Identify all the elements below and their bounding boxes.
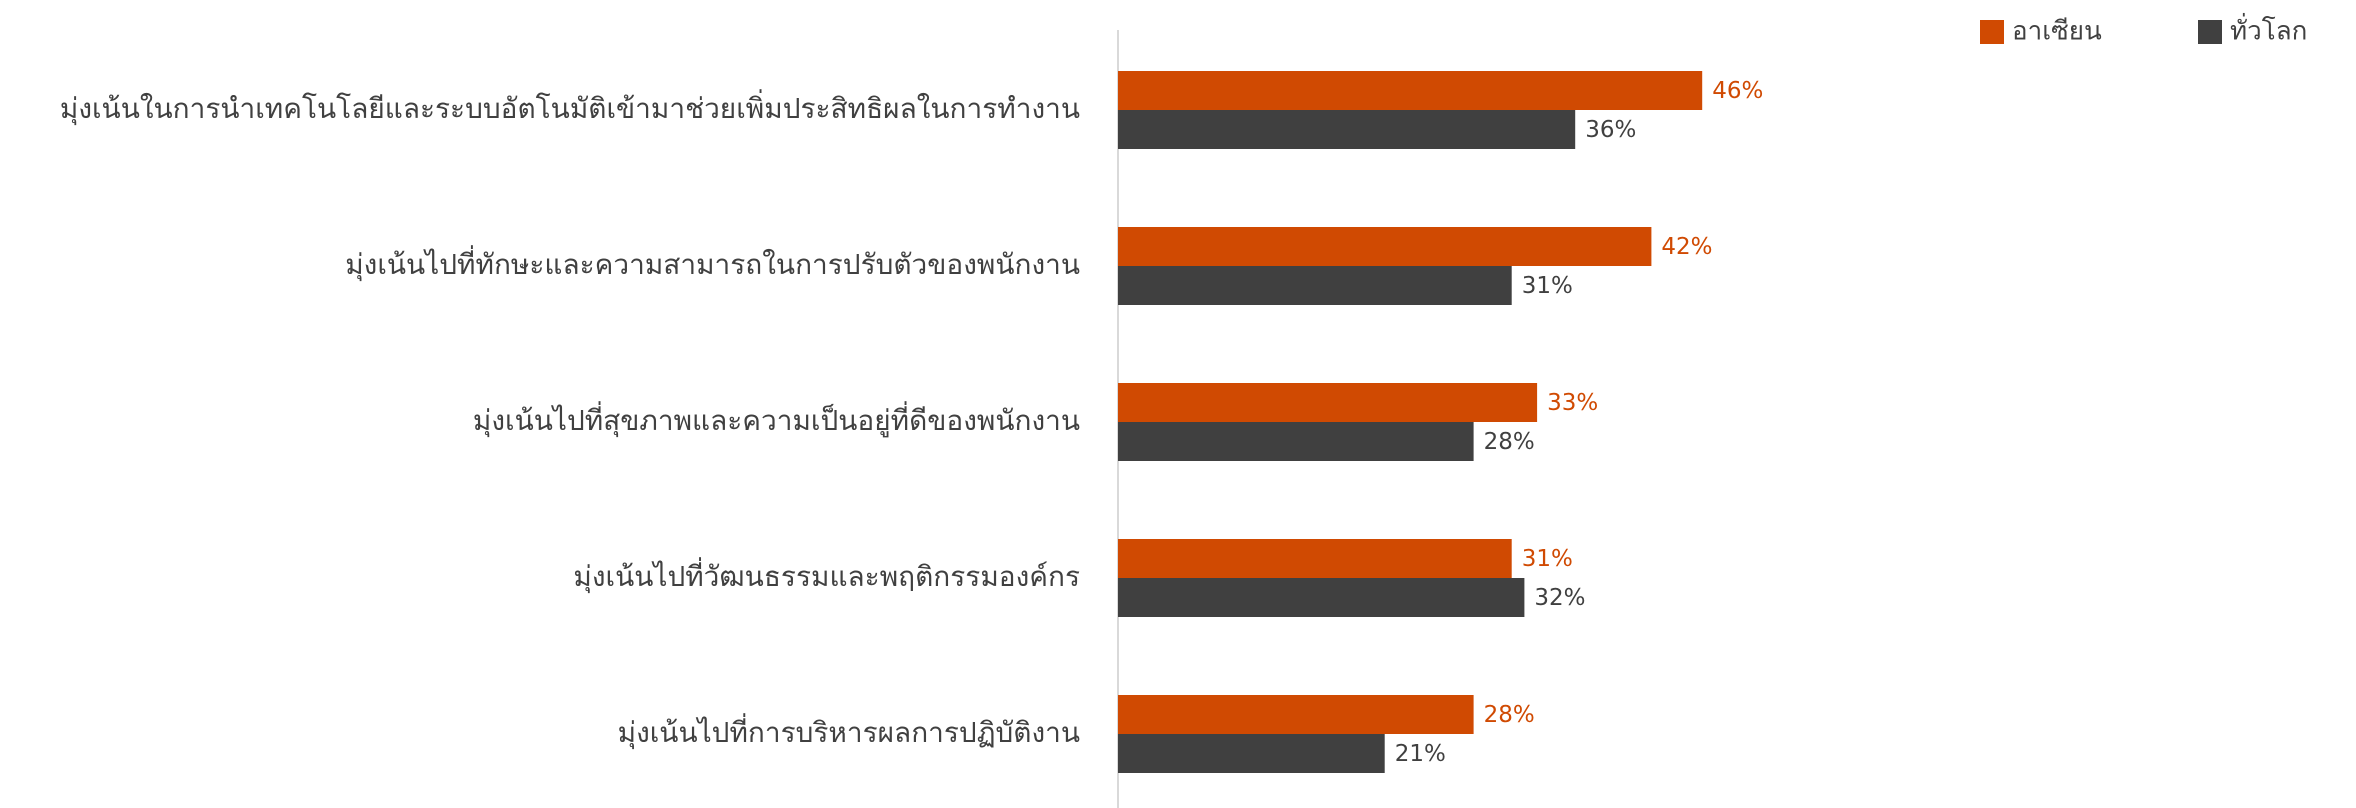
bar (1118, 266, 1512, 305)
bar (1118, 695, 1474, 734)
category-label: มุ่งเน้นไปที่การบริหารผลการปฏิบัติงาน (618, 713, 1080, 750)
bar (1118, 71, 1703, 110)
legend-swatch (1980, 20, 2004, 44)
value-label: 36% (1585, 117, 1636, 143)
bar (1118, 110, 1576, 149)
legend-label: อาเซียน (2012, 17, 2102, 47)
value-label: 46% (1712, 78, 1763, 104)
bar (1118, 578, 1525, 617)
category-label: มุ่งเน้นไปที่วัฒนธรรมและพฤติกรรมองค์กร (573, 557, 1080, 594)
category-label: มุ่งเน้นไปที่ทักษะและความสามารถในการปรับ… (345, 245, 1080, 282)
bar (1118, 539, 1512, 578)
value-label: 32% (1534, 585, 1585, 611)
bar (1118, 422, 1474, 461)
value-label: 33% (1547, 390, 1598, 416)
value-label: 28% (1484, 702, 1535, 728)
bar (1118, 383, 1538, 422)
value-label: 42% (1661, 234, 1712, 260)
value-label: 21% (1395, 741, 1446, 767)
category-label: มุ่งเน้นไปที่สุขภาพและความเป็นอยู่ที่ดีข… (473, 401, 1080, 438)
legend-label: ทั่วโลก (2230, 13, 2307, 47)
bar (1118, 227, 1652, 266)
legend-swatch (2198, 20, 2222, 44)
bar (1118, 734, 1385, 773)
value-label: 31% (1522, 273, 1573, 299)
value-label: 31% (1522, 546, 1573, 572)
value-label: 28% (1484, 429, 1535, 455)
category-label: มุ่งเน้นในการนำเทคโนโลยีและระบบอัตโนมัติ… (60, 89, 1080, 126)
